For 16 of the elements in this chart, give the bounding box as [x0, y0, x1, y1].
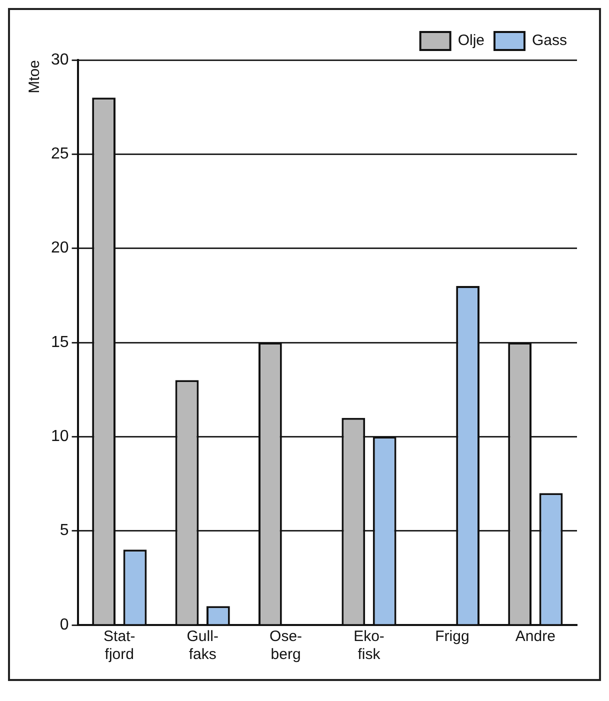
x-tick-label: Andre	[515, 628, 556, 646]
y-tick-label: 15	[51, 334, 69, 351]
y-tick-label: 0	[60, 616, 69, 634]
y-axis-title: Mtoe	[26, 60, 44, 94]
x-tick-label: Frigg	[435, 628, 470, 646]
y-tick-label: 30	[51, 51, 69, 68]
x-tick-label: Ose- berg	[270, 628, 302, 664]
x-tick-label: Eko- fisk	[354, 628, 384, 664]
legend-label: Gass	[532, 32, 568, 50]
y-tick-label: 5	[60, 522, 69, 540]
y-tick-label: 20	[51, 240, 69, 257]
x-tick-label: Stat- fjord	[104, 628, 136, 664]
y-tick-label: 25	[51, 146, 69, 163]
y-tick-label: 10	[51, 428, 69, 446]
x-tick-label: Gull- faks	[186, 628, 218, 664]
legend-label: Olje	[458, 32, 485, 50]
